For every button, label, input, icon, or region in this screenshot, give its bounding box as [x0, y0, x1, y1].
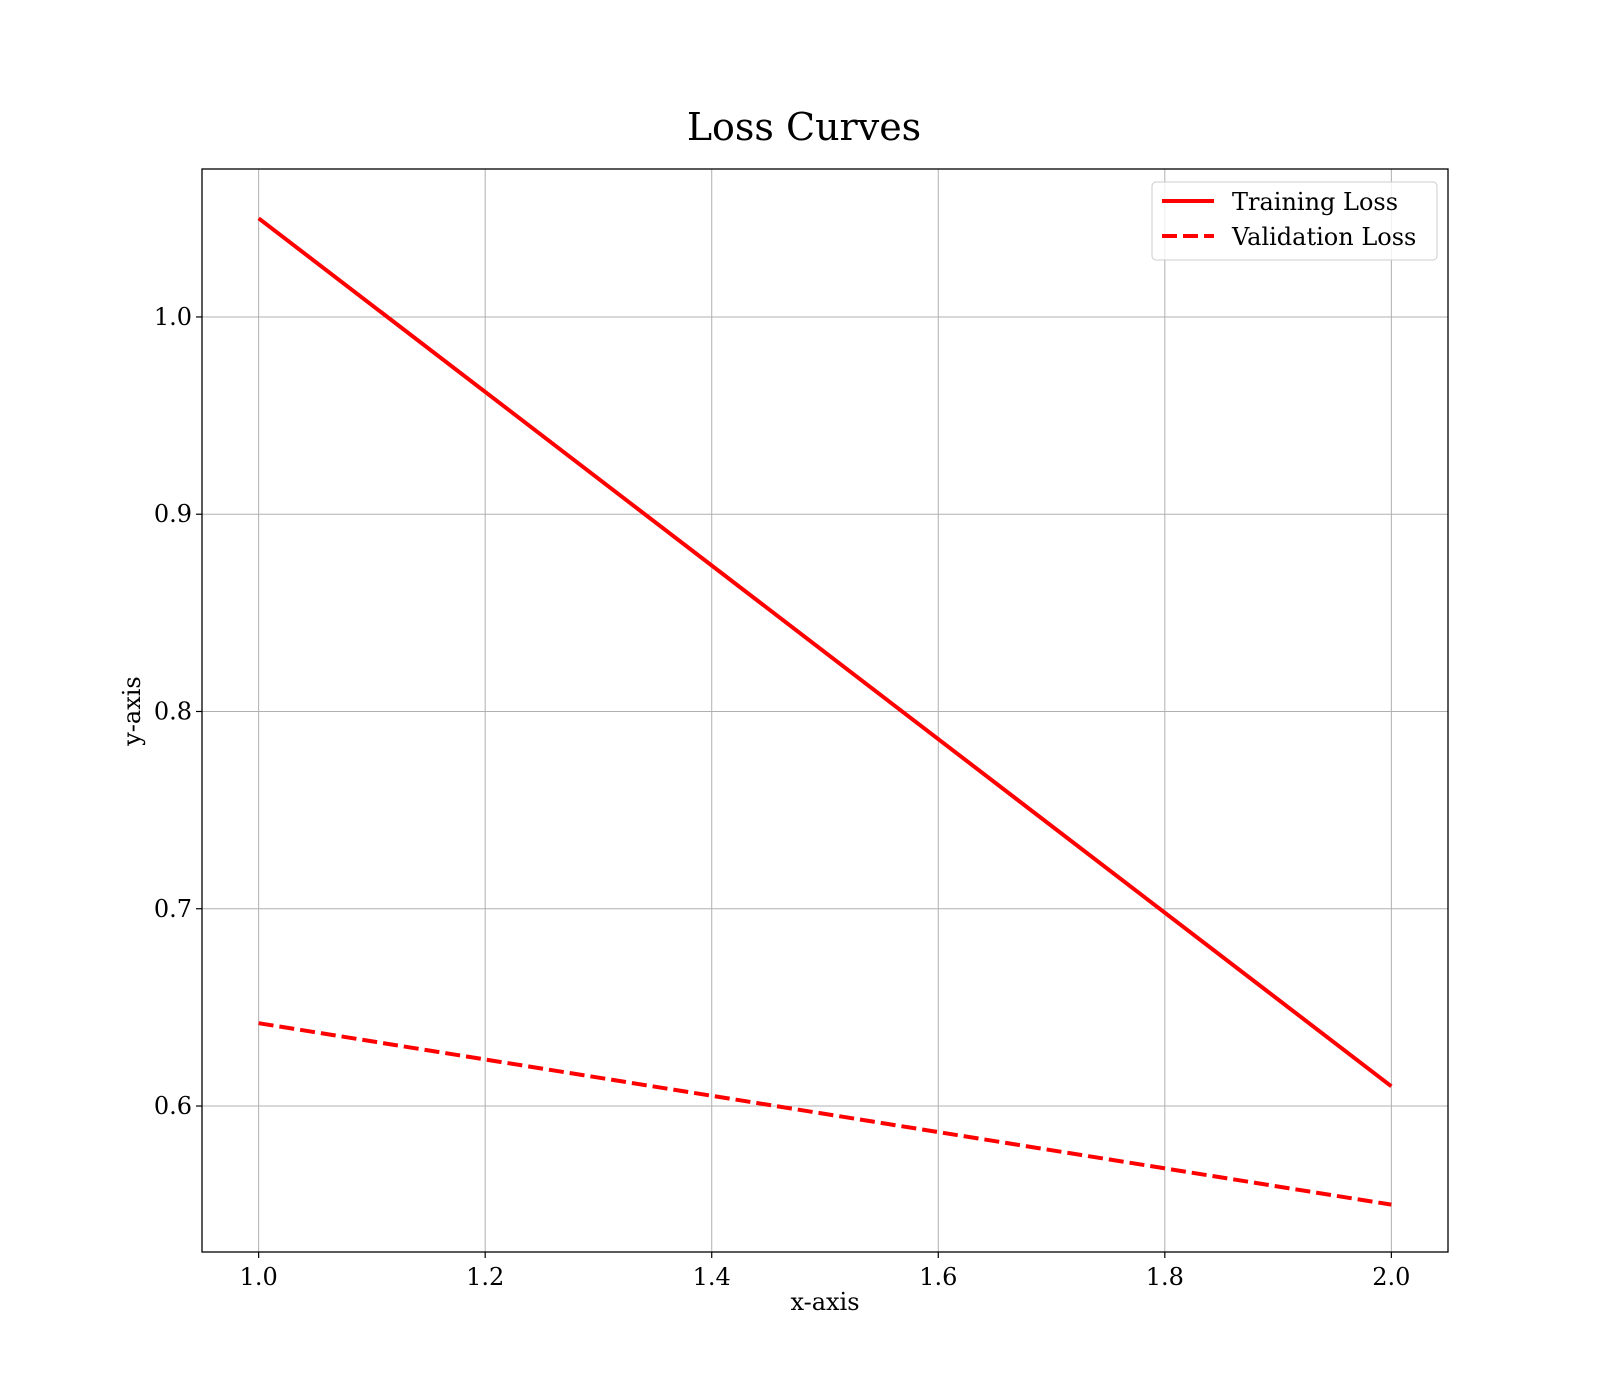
- x-tick-label: 1.8: [1146, 1263, 1184, 1291]
- x-tick-label: 1.0: [240, 1263, 278, 1291]
- legend-label-training-loss: Training Loss: [1232, 188, 1398, 216]
- legend: Training Loss Validation Loss: [1151, 181, 1438, 261]
- y-tick-label: 0.8: [154, 697, 192, 725]
- series-lines: [257, 216, 1393, 1207]
- series-line-training-loss: [257, 216, 1393, 1088]
- x-tick-label: 1.6: [919, 1263, 957, 1291]
- y-axis-ticks: 0.6 0.7 0.8 0.9 1.0: [154, 303, 202, 1120]
- x-axis-label: x-axis: [790, 1288, 859, 1316]
- x-axis-ticks: 1.0 1.2 1.4 1.6 1.8 2.0: [240, 1252, 1410, 1291]
- x-tick-label: 1.4: [693, 1263, 731, 1291]
- y-axis-label: y-axis: [118, 676, 146, 747]
- plot-frame: [201, 168, 1449, 1253]
- x-tick-label: 1.2: [466, 1263, 504, 1291]
- chart-title: Loss Curves: [687, 105, 921, 149]
- legend-label-validation-loss: Validation Loss: [1231, 223, 1416, 251]
- grid: [202, 169, 1448, 1252]
- y-tick-label: 0.9: [154, 500, 192, 528]
- y-tick-label: 1.0: [154, 303, 192, 331]
- series-line-validation-loss: [258, 1021, 1392, 1207]
- y-tick-label: 0.7: [154, 895, 192, 923]
- legend-box: [1151, 181, 1438, 261]
- y-tick-label: 0.6: [154, 1092, 192, 1120]
- x-tick-label: 2.0: [1372, 1263, 1410, 1291]
